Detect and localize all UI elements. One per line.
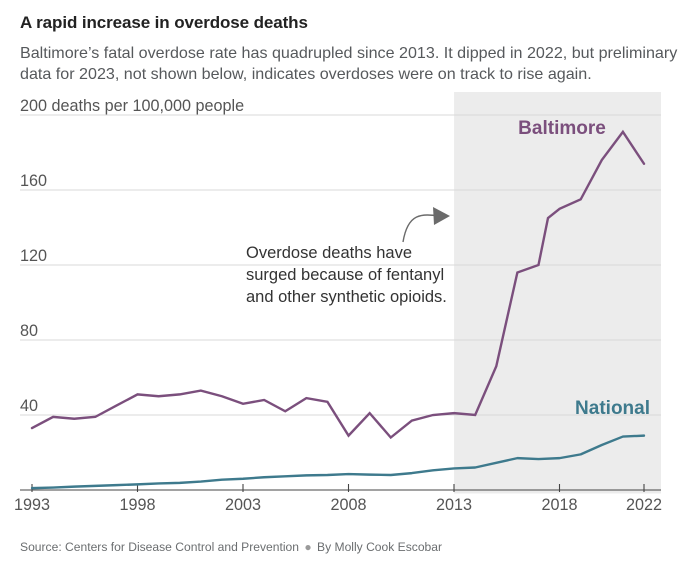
- svg-text:40: 40: [20, 397, 38, 415]
- svg-text:1998: 1998: [119, 496, 155, 514]
- svg-text:Baltimore: Baltimore: [518, 118, 606, 139]
- svg-text:and other synthetic opioids.: and other synthetic opioids.: [246, 288, 447, 306]
- svg-text:80: 80: [20, 322, 38, 340]
- svg-text:160: 160: [20, 172, 47, 190]
- svg-text:2018: 2018: [541, 496, 577, 514]
- svg-text:2003: 2003: [225, 496, 261, 514]
- svg-text:Overdose deaths have: Overdose deaths have: [246, 244, 412, 262]
- svg-text:200 deaths per 100,000 people: 200 deaths per 100,000 people: [20, 97, 244, 115]
- svg-text:surged because of fentanyl: surged because of fentanyl: [246, 266, 444, 284]
- svg-text:National: National: [575, 398, 650, 419]
- svg-text:1993: 1993: [14, 496, 50, 514]
- svg-text:2008: 2008: [330, 496, 366, 514]
- svg-text:120: 120: [20, 247, 47, 265]
- svg-text:2022: 2022: [626, 496, 662, 514]
- svg-text:2013: 2013: [436, 496, 472, 514]
